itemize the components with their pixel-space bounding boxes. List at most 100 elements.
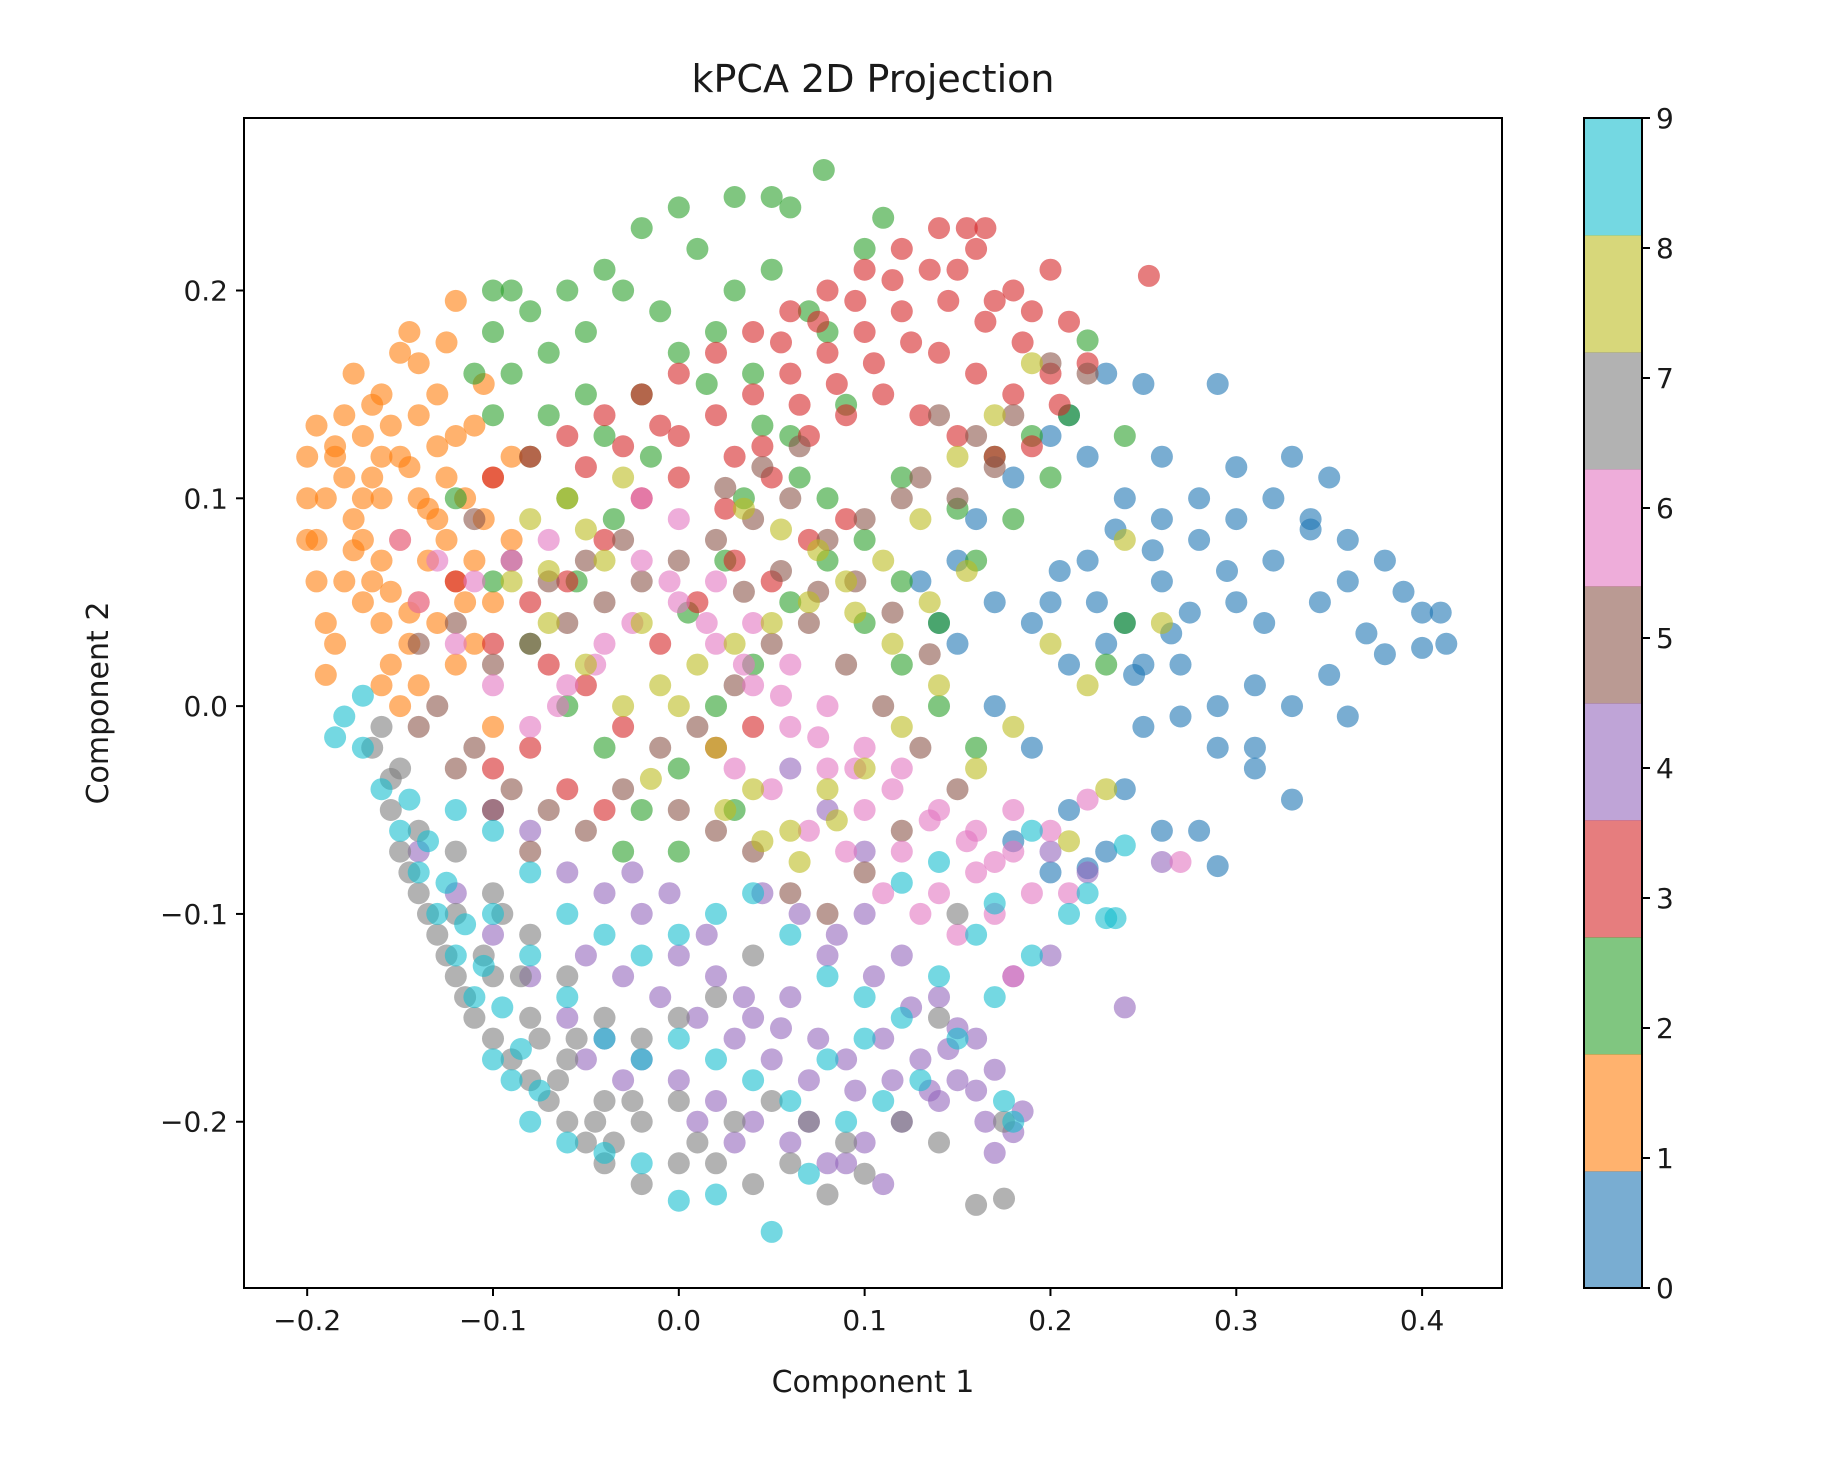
data-point-class-1 xyxy=(500,528,523,551)
data-point-class-5 xyxy=(946,778,969,801)
data-point-class-6 xyxy=(816,757,839,780)
colorbar-segment-0 xyxy=(1584,1171,1642,1289)
data-point-class-2 xyxy=(695,373,718,395)
data-point-class-4 xyxy=(1039,944,1062,967)
data-point-class-1 xyxy=(417,497,439,520)
data-point-class-5 xyxy=(500,778,523,801)
data-point-class-9 xyxy=(779,1090,802,1112)
data-point-class-2 xyxy=(537,341,560,364)
data-point-class-6 xyxy=(797,819,820,842)
data-point-class-1 xyxy=(407,674,430,697)
x-tick-label: 0.1 xyxy=(842,1304,887,1337)
data-point-class-8 xyxy=(1058,830,1080,853)
data-point-class-4 xyxy=(723,1027,746,1050)
data-point-class-8 xyxy=(686,653,709,676)
data-point-class-3 xyxy=(946,258,969,281)
data-point-class-8 xyxy=(807,539,830,562)
axes-frame xyxy=(243,117,1503,1289)
data-point-class-6 xyxy=(779,653,802,676)
data-point-class-8 xyxy=(732,497,755,520)
data-point-class-3 xyxy=(574,674,597,697)
data-point-class-3 xyxy=(723,445,746,468)
data-point-class-5 xyxy=(714,476,737,499)
data-point-class-5 xyxy=(797,612,820,634)
data-point-class-0 xyxy=(1336,528,1359,551)
data-point-class-6 xyxy=(760,778,783,801)
data-point-class-4 xyxy=(705,965,727,988)
data-point-class-6 xyxy=(816,695,839,718)
data-point-class-5 xyxy=(426,695,449,718)
data-point-class-4 xyxy=(742,1110,765,1133)
data-point-class-1 xyxy=(379,414,402,437)
data-point-class-3 xyxy=(946,425,969,447)
data-point-class-7 xyxy=(630,1110,653,1133)
data-point-class-1 xyxy=(482,591,504,614)
data-point-class-5 xyxy=(407,632,430,655)
data-point-class-1 xyxy=(314,612,337,634)
data-point-class-2 xyxy=(853,528,876,551)
data-point-class-1 xyxy=(426,612,449,634)
data-point-class-4 xyxy=(658,882,681,905)
data-point-class-9 xyxy=(556,902,579,925)
data-point-class-5 xyxy=(1076,362,1099,385)
data-point-class-1 xyxy=(398,321,421,343)
data-point-class-4 xyxy=(612,965,635,988)
data-point-class-0 xyxy=(1095,362,1118,385)
data-point-class-8 xyxy=(928,674,950,697)
colorbar-segment-2 xyxy=(1584,937,1642,1055)
data-point-class-6 xyxy=(463,570,486,593)
data-point-class-9 xyxy=(705,902,727,925)
data-point-class-0 xyxy=(1020,736,1043,759)
data-point-class-4 xyxy=(621,861,644,884)
y-axis-ticks: −0.2 −0.1 0.0 0.1 0.2 xyxy=(160,274,244,1139)
data-point-class-8 xyxy=(872,549,895,572)
data-point-class-9 xyxy=(472,954,495,977)
data-point-class-4 xyxy=(760,1048,783,1071)
data-point-class-3 xyxy=(1020,300,1043,323)
data-point-class-1 xyxy=(324,435,347,458)
data-point-class-3 xyxy=(900,331,923,354)
data-point-class-3 xyxy=(705,404,727,427)
data-point-class-9 xyxy=(426,902,449,925)
data-point-class-4 xyxy=(593,882,616,905)
data-point-class-1 xyxy=(435,331,458,354)
data-point-class-4 xyxy=(574,944,597,967)
data-point-class-3 xyxy=(974,217,997,240)
data-point-class-3 xyxy=(537,653,560,676)
data-point-class-6 xyxy=(1002,799,1025,821)
data-point-class-5 xyxy=(723,674,746,697)
x-tick-label: −0.1 xyxy=(459,1304,527,1337)
x-tick-label: 0.2 xyxy=(1028,1304,1073,1337)
data-point-class-8 xyxy=(574,653,597,676)
colorbar-tick-label: 2 xyxy=(1656,1012,1674,1045)
data-point-class-3 xyxy=(928,217,950,240)
x-tick-label: 0.3 xyxy=(1214,1304,1259,1337)
data-point-class-4 xyxy=(965,1079,988,1102)
x-tick-label: −0.2 xyxy=(273,1304,341,1337)
data-point-class-4 xyxy=(853,902,876,925)
data-point-class-3 xyxy=(1039,258,1062,281)
data-point-class-2 xyxy=(612,840,635,863)
data-point-class-1 xyxy=(454,591,477,614)
data-point-class-4 xyxy=(965,1027,988,1050)
data-point-class-0 xyxy=(1150,819,1173,842)
data-point-class-2 xyxy=(853,237,876,260)
data-point-class-9 xyxy=(593,1027,616,1050)
data-point-class-4 xyxy=(667,1069,690,1092)
data-point-class-0 xyxy=(1281,445,1303,468)
x-axis-ticks: −0.2 −0.1 0.0 0.1 0.2 0.3 0.4 xyxy=(273,1288,1444,1337)
data-point-class-8 xyxy=(612,695,635,718)
data-point-class-2 xyxy=(779,591,802,614)
data-point-class-3 xyxy=(742,715,765,738)
data-point-class-2 xyxy=(519,300,542,323)
data-point-class-2 xyxy=(723,279,746,302)
data-point-class-6 xyxy=(658,570,681,593)
data-point-class-3 xyxy=(844,289,867,312)
data-point-class-3 xyxy=(714,497,737,520)
data-point-class-3 xyxy=(630,383,653,406)
data-point-class-2 xyxy=(667,341,690,364)
data-point-class-0 xyxy=(1206,695,1229,718)
data-point-class-0 xyxy=(1243,736,1266,759)
data-point-class-2 xyxy=(1076,329,1099,352)
data-point-class-0 xyxy=(1002,466,1025,489)
